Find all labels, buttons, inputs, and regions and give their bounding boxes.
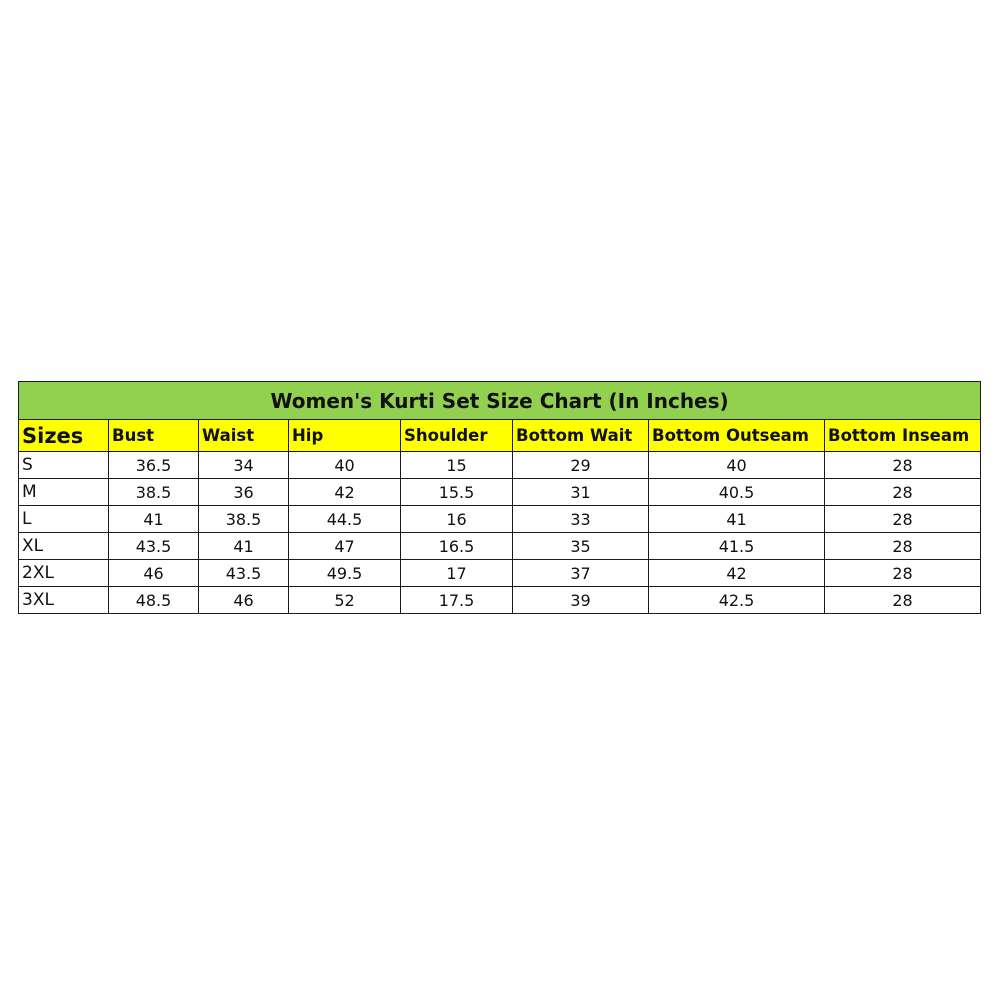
size-label: L	[18, 505, 109, 533]
size-label: 3XL	[18, 586, 109, 614]
size-label: XL	[18, 532, 109, 560]
column-header-bottom-outseam: Bottom Outseam	[648, 419, 825, 452]
table-cell: 47	[288, 532, 401, 560]
table-cell: 40	[288, 451, 401, 479]
table-cell: 40.5	[648, 478, 825, 506]
table-cell: 40	[648, 451, 825, 479]
table-cell: 28	[823, 586, 982, 614]
table-cell: 15.5	[400, 478, 513, 506]
table-cell: 28	[823, 505, 982, 533]
title-row: Women's Kurti Set Size Chart (In Inches)	[17, 381, 982, 420]
table-cell: 49.5	[288, 559, 401, 587]
column-header-sizes: Sizes	[18, 419, 109, 452]
table-cell: 41.5	[648, 532, 825, 560]
table-cell: 28	[823, 559, 982, 587]
table-cell: 41	[108, 505, 199, 533]
table-cell: 16	[400, 505, 513, 533]
table-cell: 43.5	[108, 532, 199, 560]
table-cell: 44.5	[288, 505, 401, 533]
size-chart-table: Women's Kurti Set Size Chart (In Inches)…	[17, 381, 982, 614]
table-cell: 46	[198, 586, 289, 614]
size-label: 2XL	[18, 559, 109, 587]
table-cell: 34	[198, 451, 289, 479]
table-cell: 48.5	[108, 586, 199, 614]
table-cell: 42	[648, 559, 825, 587]
table-cell: 17.5	[400, 586, 513, 614]
table-row: 2XL 46 43.5 49.5 17 37 42 28	[18, 559, 982, 587]
table-cell: 52	[288, 586, 401, 614]
column-header-shoulder: Shoulder	[400, 419, 513, 452]
size-label: M	[18, 478, 109, 506]
column-header-bust: Bust	[108, 419, 199, 452]
column-header-waist: Waist	[198, 419, 289, 452]
table-cell: 16.5	[400, 532, 513, 560]
column-header-hip: Hip	[288, 419, 401, 452]
table-cell: 15	[400, 451, 513, 479]
table-cell: 36	[198, 478, 289, 506]
table-cell: 28	[823, 451, 982, 479]
column-header-bottom-inseam: Bottom Inseam	[823, 419, 982, 452]
table-row: S 36.5 34 40 15 29 40 28	[18, 451, 982, 479]
table-cell: 38.5	[198, 505, 289, 533]
table-row: M 38.5 36 42 15.5 31 40.5 28	[18, 478, 982, 506]
table-row: 3XL 48.5 46 52 17.5 39 42.5 28	[18, 586, 982, 614]
table-cell: 39	[512, 586, 649, 614]
table-cell: 41	[648, 505, 825, 533]
table-cell: 29	[512, 451, 649, 479]
table-cell: 17	[400, 559, 513, 587]
table-cell: 41	[198, 532, 289, 560]
table-cell: 28	[823, 532, 982, 560]
table-cell: 43.5	[198, 559, 289, 587]
table-cell: 37	[512, 559, 649, 587]
table-cell: 46	[108, 559, 199, 587]
table-cell: 38.5	[108, 478, 199, 506]
table-cell: 28	[823, 478, 982, 506]
chart-title: Women's Kurti Set Size Chart (In Inches)	[17, 381, 982, 420]
table-row: XL 43.5 41 47 16.5 35 41.5 28	[18, 532, 982, 560]
table-row: L 41 38.5 44.5 16 33 41 28	[18, 505, 982, 533]
table-cell: 42.5	[648, 586, 825, 614]
header-row: Sizes Bust Waist Hip Shoulder Bottom Wait Bott…	[18, 419, 982, 452]
column-header-bottom-wait: Bottom Wait	[512, 419, 649, 452]
table-cell: 36.5	[108, 451, 199, 479]
size-label: S	[18, 451, 109, 479]
table-cell: 31	[512, 478, 649, 506]
table-cell: 42	[288, 478, 401, 506]
table-cell: 33	[512, 505, 649, 533]
table-cell: 35	[512, 532, 649, 560]
